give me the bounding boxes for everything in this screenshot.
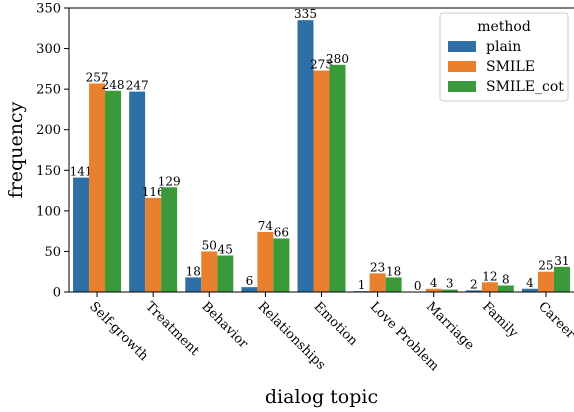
data-label: 4 xyxy=(526,276,534,290)
data-label: 6 xyxy=(246,274,254,288)
y-tick-label: 300 xyxy=(36,42,61,57)
x-tick-label: Career xyxy=(535,299,574,342)
data-label: 25 xyxy=(538,259,553,273)
bar-plain-self-growth xyxy=(73,177,90,292)
data-label: 66 xyxy=(274,225,289,239)
data-label: 248 xyxy=(102,78,125,92)
bar-smile-cot-career xyxy=(553,266,570,292)
data-label: 8 xyxy=(502,273,510,287)
x-tick-label: Marriage xyxy=(423,299,477,353)
bar-plain-family xyxy=(465,290,482,292)
x-axis-title: dialog topic xyxy=(265,386,378,408)
y-tick-label: 100 xyxy=(36,204,61,219)
legend: method plain SMILE SMILE_cot xyxy=(439,12,569,102)
bar-plain-treatment xyxy=(129,91,146,292)
legend-frame xyxy=(439,12,569,102)
bar-smile-cot-emotion xyxy=(329,64,346,292)
bar-plain-behavior xyxy=(185,277,202,292)
bar-smile-career xyxy=(537,271,554,292)
y-tick-label: 350 xyxy=(36,2,61,17)
bar-smile-love-problem xyxy=(369,273,386,292)
data-label: 23 xyxy=(370,260,385,274)
bar-plain-relationships xyxy=(241,287,258,292)
bar-smile-cot-self-growth xyxy=(105,90,122,292)
legend-swatch-smile xyxy=(448,61,476,72)
data-label: 1 xyxy=(358,278,366,292)
legend-label-smile-cot: SMILE_cot xyxy=(486,79,564,95)
legend-title: method xyxy=(477,19,531,35)
data-label: 74 xyxy=(258,219,274,233)
data-label: 45 xyxy=(218,242,233,256)
data-label: 129 xyxy=(158,174,181,188)
bar-smile-cot-treatment xyxy=(161,187,178,292)
bar-smile-relationships xyxy=(257,231,274,292)
data-label: 18 xyxy=(186,264,201,278)
y-tick-label: 250 xyxy=(36,83,61,98)
bar-smile-cot-love-problem xyxy=(385,277,402,292)
bar-plain-career xyxy=(521,288,538,292)
bar-smile-self-growth xyxy=(89,83,106,292)
x-tick-label: Self-growth xyxy=(86,299,151,364)
data-label: 2 xyxy=(470,277,478,291)
bar-smile-treatment xyxy=(145,197,162,292)
data-label: 18 xyxy=(386,264,401,278)
data-label: 335 xyxy=(294,7,317,21)
data-label: 31 xyxy=(554,254,569,268)
x-tick-label: Treatment xyxy=(142,299,202,359)
bar-smile-behavior xyxy=(201,251,218,292)
y-tick-label: 150 xyxy=(36,164,61,179)
y-tick-label: 50 xyxy=(44,245,61,260)
data-label: 50 xyxy=(202,238,217,252)
data-label: 0 xyxy=(414,279,422,293)
bar-plain-emotion xyxy=(297,20,314,293)
legend-label-plain: plain xyxy=(486,39,521,55)
data-label: 12 xyxy=(482,269,497,283)
data-label: 273 xyxy=(310,57,333,71)
data-label: 257 xyxy=(86,70,109,84)
bar-smile-cot-relationships xyxy=(273,238,290,292)
x-tick-label: Behavior xyxy=(198,299,251,352)
bar-smile-emotion xyxy=(313,70,330,292)
x-tick-label: Family xyxy=(479,299,521,341)
y-tick-label: 0 xyxy=(53,286,61,301)
bar-smile-cot-family xyxy=(497,285,514,292)
legend-swatch-plain xyxy=(448,41,476,52)
legend-swatch-smile-cot xyxy=(448,81,476,92)
bar-smile-family xyxy=(481,282,498,292)
data-label: 247 xyxy=(126,79,149,93)
data-label: 4 xyxy=(430,276,438,290)
bar-smile-marriage xyxy=(425,288,442,292)
data-label: 141 xyxy=(70,165,93,179)
data-label: 280 xyxy=(326,52,349,66)
bar-smile-cot-marriage xyxy=(441,289,458,292)
y-tick-label: 200 xyxy=(36,123,61,138)
bar-smile-cot-behavior xyxy=(217,255,234,292)
y-axis-title: frequency xyxy=(5,101,27,198)
data-label: 116 xyxy=(142,185,165,199)
legend-label-smile: SMILE xyxy=(486,59,535,75)
x-tick-label: Emotion xyxy=(311,299,361,349)
data-label: 3 xyxy=(446,277,454,291)
